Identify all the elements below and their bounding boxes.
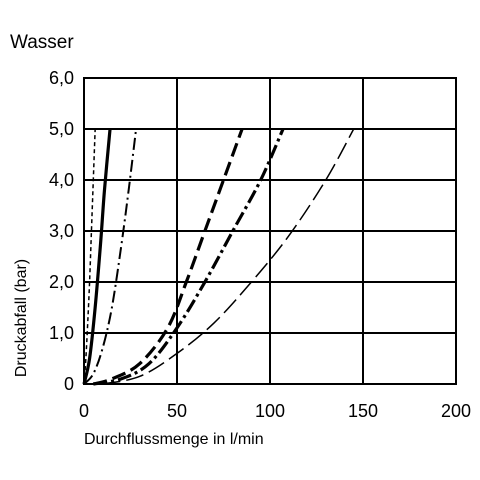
x-tick-label: 0 [79,401,89,421]
x-axis-label: Durchflussmenge in l/min [84,431,264,448]
plot-frame [83,77,457,385]
series-line-2 [82,128,112,385]
y-tick-label: 0 [64,374,74,394]
y-axis-ticks: 0 1,0 2,0 3,0 4,0 5,0 6,0 [49,68,74,394]
x-axis-ticks: 0 50 100 150 200 [79,401,471,421]
y-tick-label: 6,0 [49,68,74,88]
y-tick-label: 3,0 [49,221,74,241]
y-tick-label: 2,0 [49,272,74,292]
x-tick-label: 150 [348,401,378,421]
y-tick-label: 5,0 [49,119,74,139]
series-line-1 [83,128,96,385]
x-tick-label: 100 [255,401,285,421]
series-line-3 [83,128,138,385]
series-line-5 [93,128,285,386]
data-series [82,128,355,386]
series-line-4 [92,128,244,386]
x-tick-label: 50 [167,401,187,421]
x-tick-label: 200 [441,401,471,421]
y-tick-label: 4,0 [49,170,74,190]
y-tick-label: 1,0 [49,323,74,343]
grid-lines [84,78,456,384]
y-axis-label: Druckabfall (bar) [13,259,30,377]
series-line-6 [102,128,355,385]
chart-title: Wasser [10,32,74,53]
